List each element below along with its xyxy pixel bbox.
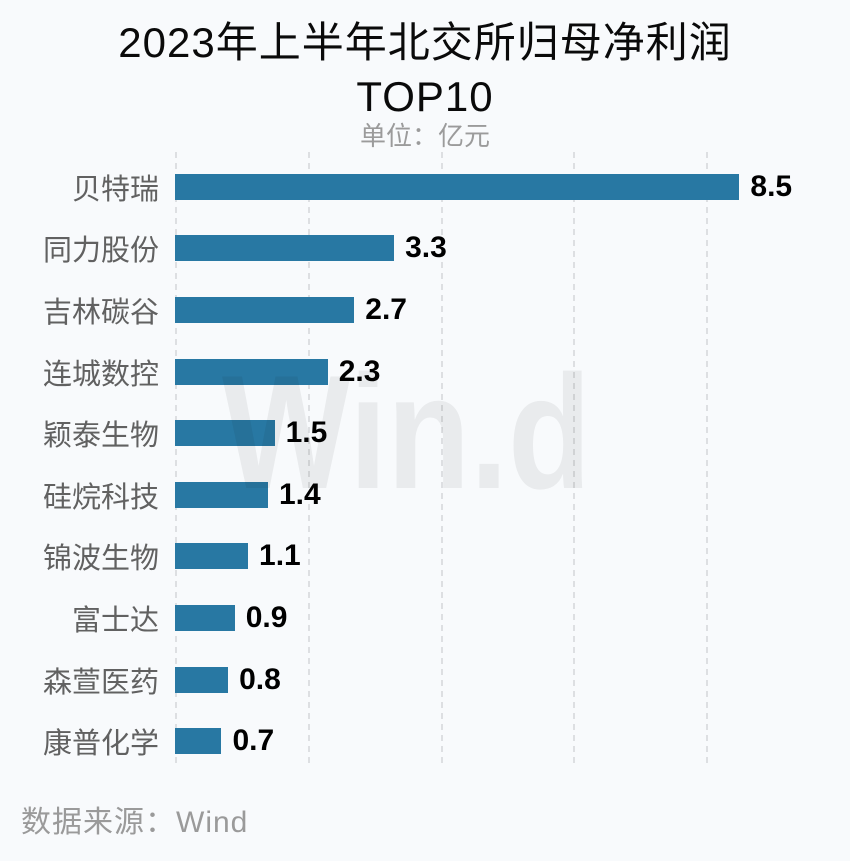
category-label: 富士达 (71, 604, 159, 637)
value-label: 0.8 (239, 662, 281, 696)
bar (175, 296, 355, 323)
bar (175, 728, 222, 755)
bar-row: 同力股份 3.3 (0, 218, 850, 280)
category-label: 颖泰生物 (42, 420, 159, 453)
bar-row: 颖泰生物 1.5 (0, 402, 850, 464)
bar-row: 贝特瑞 8.5 (0, 156, 850, 218)
bar-row: 锦波生物 1.1 (0, 526, 850, 588)
chart-title-line1: 2023年上半年北交所归母净利润 (118, 19, 732, 66)
chart-subtitle: 单位：亿元 (359, 121, 490, 151)
value-label: 1.1 (259, 539, 301, 573)
bar-row: 硅烷科技 1.4 (0, 464, 850, 526)
category-label: 锦波生物 (42, 543, 159, 576)
category-label: 康普化学 (42, 728, 159, 761)
bar-rows: 贝特瑞 8.5 同力股份 3.3 吉林碳谷 2.7 连城数控 2.3 颖泰生物 1.5 硅烷科技 1.… (0, 156, 850, 772)
category-label: 贝特瑞 (71, 173, 159, 206)
category-label: 同力股份 (42, 235, 159, 268)
chart-title-line2: TOP10 (356, 73, 494, 120)
chart-title: 2023年上半年北交所归母净利润 TOP10 (0, 16, 850, 124)
bar-row: 富士达 0.9 (0, 587, 850, 649)
value-label: 8.5 (750, 169, 793, 203)
category-label: 硅烷科技 (42, 481, 159, 514)
bar-row: 吉林碳谷 2.7 (0, 279, 850, 341)
category-label: 连城数控 (42, 358, 159, 391)
bar-row: 森萱医药 0.8 (0, 649, 850, 711)
bar (175, 173, 740, 200)
bar (175, 235, 395, 262)
value-label: 3.3 (405, 231, 447, 265)
bar (175, 481, 268, 508)
value-label: 1.4 (278, 477, 321, 511)
value-label: 2.7 (365, 292, 407, 326)
bar (175, 666, 229, 693)
plot-area (175, 152, 835, 768)
gridline (307, 152, 310, 768)
bar-row: 康普化学 0.7 (0, 710, 850, 772)
gridline (440, 152, 443, 768)
bar (175, 358, 328, 385)
value-label: 0.7 (232, 724, 275, 758)
value-label: 0.9 (245, 600, 288, 634)
gridline (573, 152, 576, 768)
bar (175, 543, 249, 570)
value-label: 1.5 (285, 416, 328, 450)
value-label: 2.3 (338, 354, 381, 388)
data-source: 数据来源：Wind (21, 806, 249, 839)
category-label: 森萱医药 (42, 666, 159, 699)
bar (175, 420, 275, 447)
gridline (175, 152, 177, 768)
bar (175, 604, 235, 631)
category-label: 吉林碳谷 (42, 296, 159, 329)
gridline (706, 152, 709, 768)
bar-row: 连城数控 2.3 (0, 341, 850, 403)
